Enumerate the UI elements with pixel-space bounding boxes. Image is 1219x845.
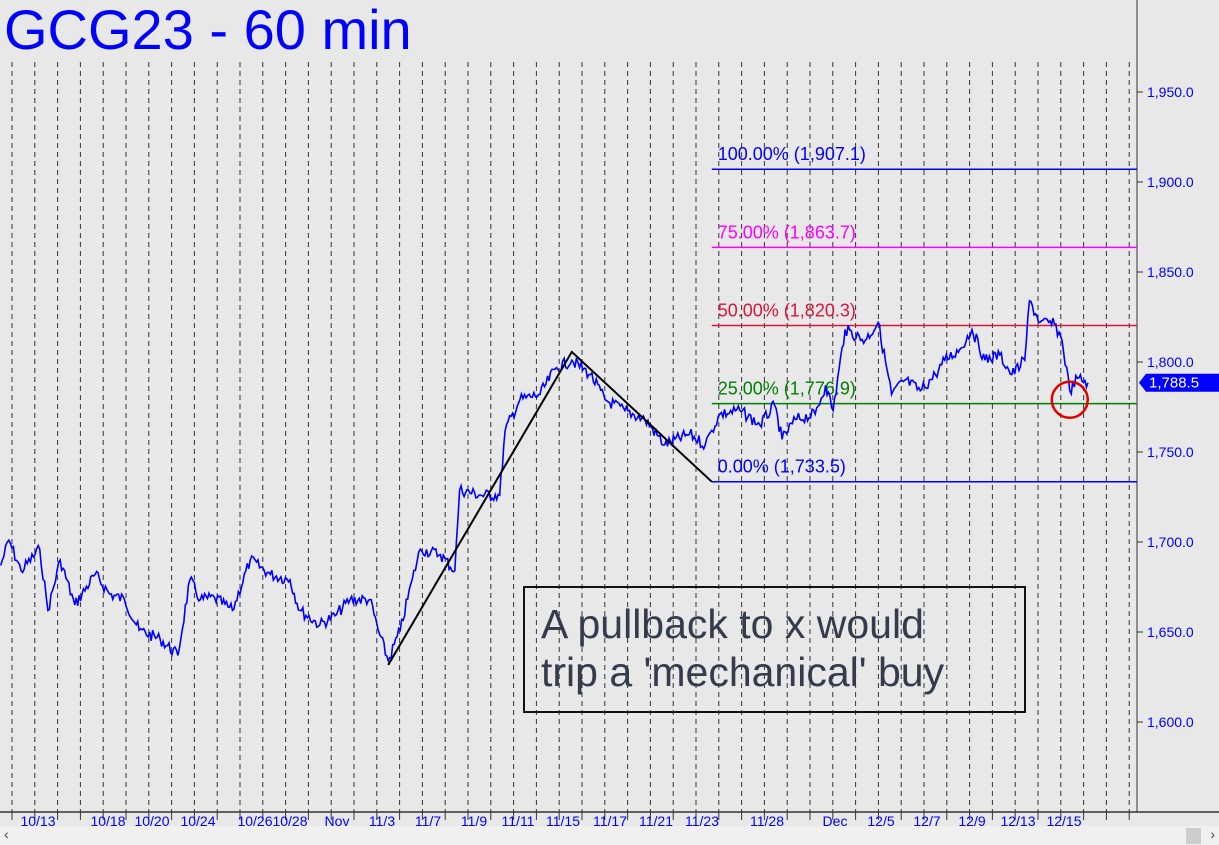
zigzag-line — [387, 350, 713, 666]
x-tick-label: Dec — [823, 813, 848, 826]
annotation-box: A pullback to x would trip a 'mechanical… — [523, 586, 1026, 713]
y-tick-label: 1,850.0 — [1147, 264, 1194, 280]
x-tick-label: 10/18 — [90, 813, 125, 826]
price-line — [0, 299, 1089, 664]
fib-level-label: 50.00% (1,820.3) — [718, 300, 856, 320]
x-tick-label: 10/13 — [20, 813, 55, 826]
fib-level-label: 75.00% (1,863.7) — [718, 222, 856, 242]
x-tick-label: 12/15 — [1046, 813, 1081, 826]
scrollbar-thumb[interactable] — [1186, 828, 1201, 844]
y-tick-label: 1,800.0 — [1147, 354, 1194, 370]
last-price-label: 1,788.5 — [1149, 375, 1199, 392]
fib-level-label: 0.00% (1,733.5) — [718, 457, 846, 477]
y-tick-label: 1,650.0 — [1147, 624, 1194, 640]
x-tick-label: 11/15 — [546, 813, 580, 826]
y-tick-label: 1,600.0 — [1147, 714, 1194, 730]
last-price-marker — [1139, 373, 1219, 392]
y-tick-label: 1,900.0 — [1147, 174, 1194, 190]
fib-level-label: 25.00% (1,776.9) — [718, 379, 856, 399]
x-tick-label: 11/9 — [461, 813, 487, 826]
chevron-left-icon[interactable]: ‹ — [4, 826, 9, 842]
x-tick-label: 10/24 — [180, 813, 215, 826]
x-tick-label: 12/9 — [958, 813, 985, 826]
x-tick-label: 12/5 — [867, 813, 894, 826]
x-tick-label: 10/28 — [272, 813, 307, 826]
x-tick-label: 11/7 — [415, 813, 441, 826]
x-tick-label: 11/21 — [639, 813, 673, 826]
x-tick-label: Nov — [325, 813, 350, 826]
chart-title: GCG23 - 60 min — [4, 0, 412, 61]
price-chart[interactable]: 1,600.0 1,650.0 1,700.0 1,750.0 1,800.0 1,850… — [0, 0, 1219, 826]
x-tick-label: 12/7 — [913, 813, 940, 826]
x-tick-label: 11/17 — [593, 813, 627, 826]
x-tick-label: 11/11 — [502, 813, 535, 826]
y-tick-label: 1,700.0 — [1147, 534, 1194, 550]
y-tick-label: 1,750.0 — [1147, 444, 1194, 460]
x-tick-label: 10/26 — [237, 813, 272, 826]
y-tick-label: 1,950.0 — [1147, 84, 1194, 100]
x-tick-label: 11/23 — [685, 813, 719, 826]
horizontal-scrollbar[interactable]: ‹ › — [0, 826, 1219, 845]
chevron-right-icon[interactable]: › — [1210, 826, 1215, 842]
x-tick-label: 11/28 — [750, 813, 784, 826]
x-tick-label: 11/3 — [369, 813, 395, 826]
annotation-line-2: trip a 'mechanical' buy — [541, 649, 945, 695]
annotation-line-1: A pullback to x would — [541, 601, 924, 647]
x-tick-label: 12/13 — [1000, 813, 1035, 826]
x-tick-label: 10/20 — [134, 813, 169, 826]
fib-level-label: 100.00% (1,907.1) — [718, 144, 866, 164]
target-circle-marker — [1050, 380, 1089, 420]
